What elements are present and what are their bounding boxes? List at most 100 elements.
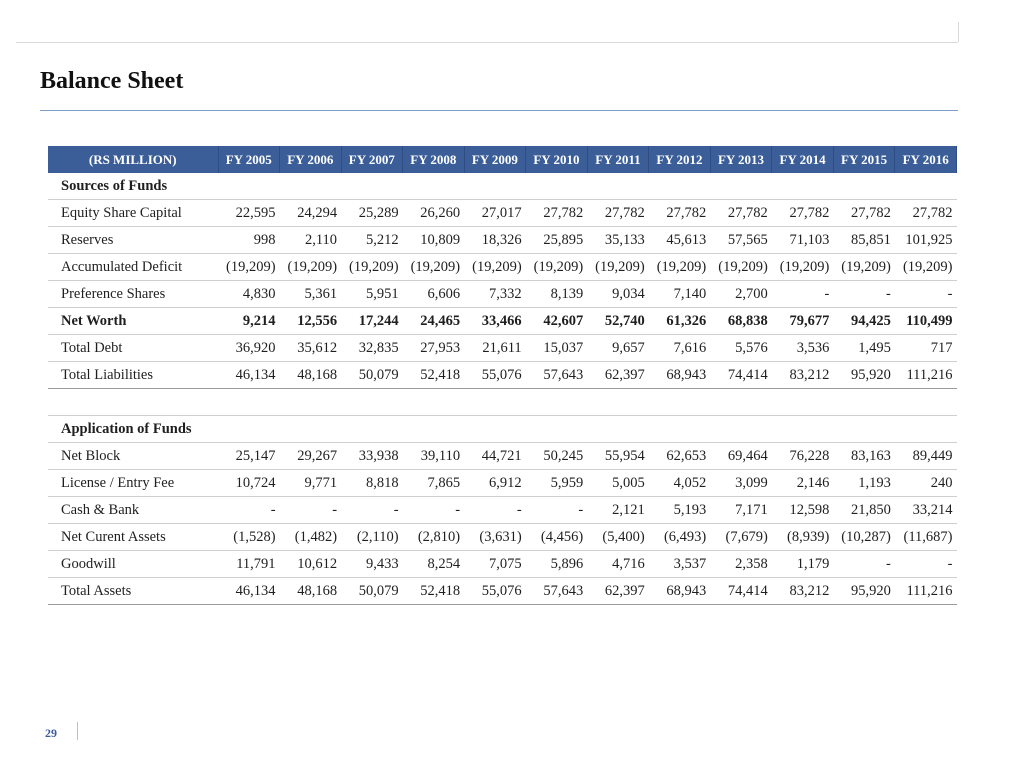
row-label: Cash & Bank: [48, 496, 218, 524]
value-cell: 3,536: [771, 334, 834, 362]
table-row: Total Assets 46,134 48,168 50,079 52,418 55,0…: [48, 577, 957, 605]
value-cell: 55,076: [464, 577, 526, 605]
table-header: (RS MILLION) FY 2005 FY 2006 FY 2007 FY 2008…: [48, 146, 957, 173]
value-cell: 35,133: [587, 226, 649, 254]
value-cell: -: [525, 496, 588, 524]
value-cell: 35,612: [279, 334, 342, 362]
value-cell: 4,830: [218, 280, 280, 308]
row-label: Total Liabilities: [48, 361, 218, 389]
value-cell: (3,631): [464, 523, 526, 551]
value-cell: (19,209): [894, 253, 957, 281]
value-cell: 21,611: [464, 334, 526, 362]
value-cell: [402, 388, 465, 416]
value-cell: 3,099: [710, 469, 772, 497]
value-cell: [279, 173, 342, 200]
value-cell: (19,209): [402, 253, 465, 281]
balance-sheet-table: (RS MILLION) FY 2005 FY 2006 FY 2007 FY 2008…: [48, 146, 957, 605]
value-cell: (5,400): [587, 523, 649, 551]
value-cell: (6,493): [648, 523, 711, 551]
value-cell: [833, 173, 895, 200]
value-cell: 50,079: [341, 577, 403, 605]
value-cell: 6,912: [464, 469, 526, 497]
value-cell: 111,216: [894, 577, 957, 605]
table-row: Net Worth 9,214 12,556 17,244 24,465 33,466 42…: [48, 307, 957, 335]
value-cell: [894, 388, 957, 416]
value-cell: (19,209): [279, 253, 342, 281]
row-label: Goodwill: [48, 550, 218, 578]
value-cell: 9,034: [587, 280, 649, 308]
value-cell: 27,782: [525, 199, 588, 227]
value-cell: 83,212: [771, 361, 834, 389]
value-cell: 25,147: [218, 442, 280, 470]
value-cell: 48,168: [279, 361, 342, 389]
value-cell: 111,216: [894, 361, 957, 389]
value-cell: 2,121: [587, 496, 649, 524]
value-cell: 4,716: [587, 550, 649, 578]
value-cell: [525, 388, 588, 416]
value-cell: 24,294: [279, 199, 342, 227]
value-cell: 9,771: [279, 469, 342, 497]
value-cell: 25,895: [525, 226, 588, 254]
header-cell-year: FY 2013: [709, 146, 773, 173]
value-cell: 95,920: [833, 577, 895, 605]
row-label: Equity Share Capital: [48, 199, 218, 227]
value-cell: [894, 173, 957, 200]
value-cell: 83,212: [771, 577, 834, 605]
value-cell: (7,679): [710, 523, 772, 551]
value-cell: 27,782: [710, 199, 772, 227]
value-cell: -: [833, 550, 895, 578]
value-cell: 57,565: [710, 226, 772, 254]
value-cell: 85,851: [833, 226, 895, 254]
value-cell: (19,209): [587, 253, 649, 281]
value-cell: 25,289: [341, 199, 403, 227]
value-cell: 50,245: [525, 442, 588, 470]
value-cell: 11,791: [218, 550, 280, 578]
table-row: Total Debt 36,920 35,612 32,835 27,953 21,611…: [48, 334, 957, 362]
table-row: License / Entry Fee 10,724 9,771 8,818 7,865…: [48, 469, 957, 497]
row-label: Total Assets: [48, 577, 218, 605]
value-cell: 9,657: [587, 334, 649, 362]
value-cell: (8,939): [771, 523, 834, 551]
value-cell: 9,214: [218, 307, 280, 335]
value-cell: (2,110): [341, 523, 403, 551]
row-label: Net Curent Assets: [48, 523, 218, 551]
value-cell: (11,687): [894, 523, 957, 551]
value-cell: [525, 415, 588, 443]
value-cell: 110,499: [894, 307, 957, 335]
header-cell-year: FY 2009: [463, 146, 527, 173]
value-cell: 15,037: [525, 334, 588, 362]
value-cell: -: [894, 280, 957, 308]
value-cell: [648, 173, 711, 200]
value-cell: [710, 388, 772, 416]
value-cell: [648, 415, 711, 443]
value-cell: [341, 415, 403, 443]
value-cell: [648, 388, 711, 416]
value-cell: 17,244: [341, 307, 403, 335]
row-label: Reserves: [48, 226, 218, 254]
header-cell-year: FY 2008: [402, 146, 465, 173]
value-cell: 2,700: [710, 280, 772, 308]
value-cell: [218, 415, 280, 443]
value-cell: 998: [218, 226, 280, 254]
value-cell: 7,332: [464, 280, 526, 308]
value-cell: 33,938: [341, 442, 403, 470]
table-row: Net Block 25,147 29,267 33,938 39,110 44,721 5…: [48, 442, 957, 470]
header-cell-year: FY 2011: [586, 146, 650, 173]
value-cell: 1,495: [833, 334, 895, 362]
value-cell: [833, 415, 895, 443]
row-label: Net Block: [48, 442, 218, 470]
table-row: Reserves 998 2,110 5,212 10,809 18,326 25,895 3…: [48, 226, 957, 254]
value-cell: 240: [894, 469, 957, 497]
value-cell: (19,209): [833, 253, 895, 281]
top-divider: [16, 42, 958, 43]
value-cell: 27,782: [894, 199, 957, 227]
value-cell: 68,943: [648, 577, 711, 605]
value-cell: 94,425: [833, 307, 895, 335]
value-cell: 5,361: [279, 280, 342, 308]
value-cell: 24,465: [402, 307, 465, 335]
value-cell: 1,179: [771, 550, 834, 578]
table-row: Accumulated Deficit (19,209) (19,209) (19,2…: [48, 253, 957, 281]
value-cell: 52,418: [402, 361, 465, 389]
value-cell: 42,607: [525, 307, 588, 335]
value-cell: [710, 415, 772, 443]
